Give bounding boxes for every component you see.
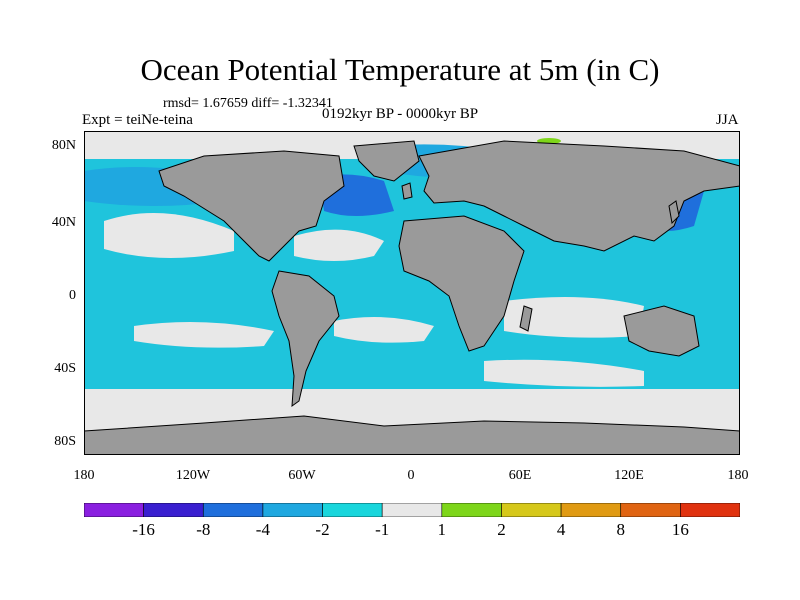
colorbar-swatch [322,503,383,517]
north-america-landmass [158,150,345,262]
north-pacific-neutral-patch [104,213,234,259]
colorbar-label: -16 [132,520,155,539]
greenland-landmass [353,140,420,182]
season-label: JJA [716,112,739,128]
colorbar-label: -1 [375,520,390,539]
colorbar-label: 16 [671,520,689,539]
lat-tick-80s: 80S [54,434,76,449]
colorbar-label: 8 [616,520,625,539]
lat-tick-0: 0 [69,288,76,303]
indian-ocean-neutral-patch [504,297,644,338]
south-pacific-neutral-patch [134,322,274,348]
lon-tick-60e: 60E [508,468,532,483]
colorbar-swatch [262,503,323,517]
lon-tick-180w: 180 [73,468,95,483]
colorbar-swatch [84,503,144,517]
period-label: 0192kyr BP - 0000kyr BP [322,106,479,122]
south-america-landmass [271,270,340,408]
colorbar-swatch [202,503,264,517]
lat-tick-40s: 40S [54,361,76,376]
lon-tick-0: 0 [407,468,415,483]
north-atlantic-neutral-patch [294,229,384,261]
lon-tick-120e: 120E [614,468,644,483]
colorbar-swatch [620,503,681,517]
lat-tick-80n: 80N [51,138,76,153]
map-frame [84,131,740,455]
plot-title: Ocean Potential Temperature at 5m (in C) [140,52,660,87]
colorbar [84,503,740,517]
japan-landmass [668,200,680,225]
eurasia-landmass [418,140,740,252]
colorbar-swatch [680,503,740,517]
colorbar-swatch [560,503,622,517]
lon-tick-120w: 120W [175,468,211,483]
madagascar-landmass [519,305,533,332]
colorbar-label: 2 [497,520,506,539]
colorbar-swatch [441,503,502,517]
australia-landmass [623,305,700,357]
ocean-temperature-map [84,131,740,455]
colorbar-label: 4 [556,520,566,539]
uk-landmass [401,182,413,200]
south-indian-neutral-patch [484,359,644,387]
experiment-label: Expt = teiNe-teina [82,112,193,128]
stats-label: rmsd= 1.67659 diff= -1.32341 [163,96,333,111]
africa-landmass [398,215,525,352]
south-atlantic-neutral-patch [334,317,434,343]
colorbar-swatch [143,503,204,517]
lon-tick-180e: 180 [727,468,749,483]
colorbar-label: -4 [255,520,270,539]
lat-tick-40n: 40N [51,215,76,230]
colorbar-label: -8 [196,520,211,539]
colorbar-label: 1 [437,520,447,539]
antarctica-landmass [84,415,740,455]
lon-tick-60w: 60W [288,468,316,483]
colorbar-swatch [381,503,443,517]
colorbar-swatch [501,503,562,517]
colorbar-label: -2 [315,520,330,539]
